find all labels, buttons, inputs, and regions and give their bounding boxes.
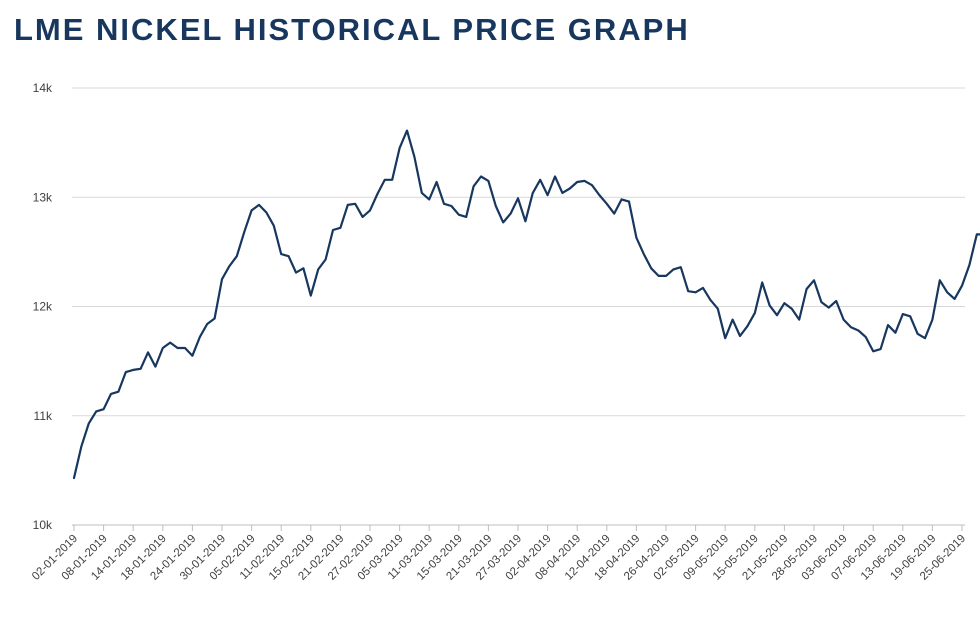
gridlines bbox=[72, 87, 965, 417]
y-axis-ticks: 10k 11k 12k 13k 14k bbox=[33, 81, 53, 532]
series-line-0 bbox=[72, 129, 980, 480]
y-tick-label: 14k bbox=[33, 81, 53, 95]
y-tick-label: 10k bbox=[33, 518, 53, 532]
chart-title: LME NICKEL HISTORICAL PRICE GRAPH bbox=[14, 12, 690, 47]
y-tick-label: 11k bbox=[34, 409, 53, 423]
series-lines bbox=[72, 129, 980, 480]
y-tick-label: 12k bbox=[33, 300, 53, 314]
y-tick-label: 13k bbox=[33, 190, 53, 204]
x-axis: 02-01-201908-01-201914-01-201918-01-2019… bbox=[30, 524, 968, 583]
